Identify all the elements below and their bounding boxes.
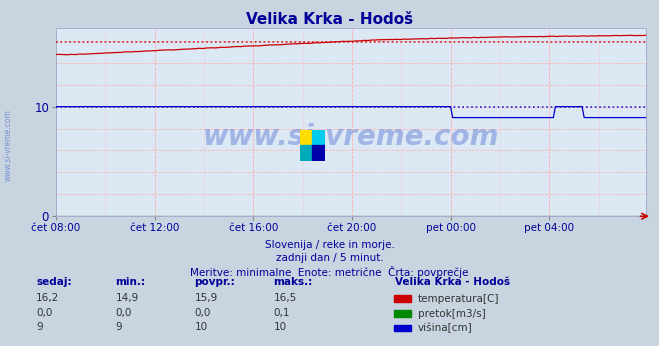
Text: min.:: min.: bbox=[115, 277, 146, 288]
Text: 9: 9 bbox=[115, 322, 122, 332]
Polygon shape bbox=[312, 145, 325, 161]
Text: 14,9: 14,9 bbox=[115, 293, 138, 303]
Text: Meritve: minimalne  Enote: metrične  Črta: povprečje: Meritve: minimalne Enote: metrične Črta:… bbox=[190, 266, 469, 278]
Text: 15,9: 15,9 bbox=[194, 293, 217, 303]
Text: Velika Krka - Hodoš: Velika Krka - Hodoš bbox=[395, 277, 511, 288]
Text: 10: 10 bbox=[194, 322, 208, 332]
Text: maks.:: maks.: bbox=[273, 277, 313, 288]
Text: 0,0: 0,0 bbox=[194, 308, 211, 318]
Text: višina[cm]: višina[cm] bbox=[418, 323, 473, 334]
Polygon shape bbox=[300, 130, 312, 145]
Text: 10: 10 bbox=[273, 322, 287, 332]
Text: Slovenija / reke in morje.: Slovenija / reke in morje. bbox=[264, 240, 395, 251]
Text: 0,1: 0,1 bbox=[273, 308, 290, 318]
Text: sedaj:: sedaj: bbox=[36, 277, 72, 288]
Polygon shape bbox=[300, 145, 312, 161]
Text: pretok[m3/s]: pretok[m3/s] bbox=[418, 309, 486, 319]
Text: 16,5: 16,5 bbox=[273, 293, 297, 303]
Text: 9: 9 bbox=[36, 322, 43, 332]
Text: 0,0: 0,0 bbox=[115, 308, 132, 318]
Text: Velika Krka - Hodoš: Velika Krka - Hodoš bbox=[246, 12, 413, 27]
Text: www.si-vreme.com: www.si-vreme.com bbox=[3, 109, 13, 181]
Text: povpr.:: povpr.: bbox=[194, 277, 235, 288]
Text: 0,0: 0,0 bbox=[36, 308, 53, 318]
Text: 16,2: 16,2 bbox=[36, 293, 59, 303]
Text: www.si-vreme.com: www.si-vreme.com bbox=[203, 123, 499, 151]
Polygon shape bbox=[312, 130, 325, 145]
Text: temperatura[C]: temperatura[C] bbox=[418, 294, 500, 304]
Text: zadnji dan / 5 minut.: zadnji dan / 5 minut. bbox=[275, 253, 384, 263]
